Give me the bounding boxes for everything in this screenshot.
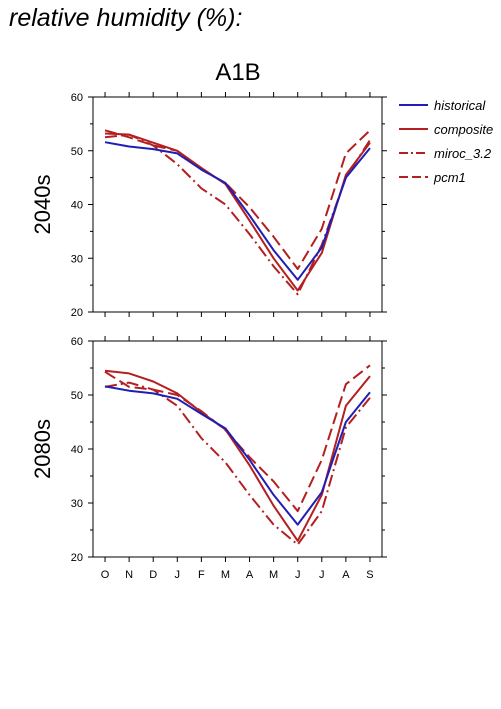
legend-label: historical (434, 98, 486, 113)
legend-label: composite (434, 122, 493, 137)
panel-label: 2080s (30, 419, 55, 479)
y-tick-label: 50 (71, 146, 83, 158)
panel-frame (92, 96, 383, 313)
y-tick-label: 20 (71, 307, 83, 319)
panel-2080s: 20 30 40 50 60 O N D J F M A M J J A S 2080s (30, 336, 387, 581)
x-tick-label: N (125, 569, 133, 581)
series-historical (104, 141, 371, 281)
x-tick-label: M (269, 569, 278, 581)
x-tick-label: J (295, 569, 301, 581)
y-tick-label: 40 (71, 444, 83, 456)
legend-label: miroc_3.2 (434, 146, 492, 161)
x-tick-label: F (198, 569, 205, 581)
x-tick-label: J (319, 569, 325, 581)
y-tick-label: 40 (71, 200, 83, 212)
y-tick-label: 60 (71, 92, 83, 104)
legend-label: pcm1 (433, 170, 466, 185)
x-tick-label: A (246, 569, 254, 581)
x-tick-label: O (101, 569, 110, 581)
legend-item: pcm1 (399, 170, 466, 185)
page-title: relative humidity (%): (9, 4, 243, 32)
series-composite (104, 132, 371, 292)
series-historical (104, 385, 371, 526)
panel-label: 2040s (30, 175, 55, 235)
x-tick-label: S (366, 569, 373, 581)
x-tick-label: A (342, 569, 350, 581)
series-miroc-3-2 (104, 381, 371, 546)
legend-item: historical (399, 98, 486, 113)
series-pcm1 (104, 364, 371, 513)
y-tick-label: 20 (71, 552, 83, 564)
y-tick-label: 30 (71, 498, 83, 510)
panels: 20 30 40 50 60 2040s 20 30 40 50 60 O N D J F M A M J J A S 208… (30, 92, 387, 581)
legend-item: miroc_3.2 (399, 146, 492, 161)
x-tick-label: M (221, 569, 230, 581)
series-composite (104, 369, 371, 542)
series-miroc-3-2 (104, 133, 371, 296)
y-tick-label: 30 (71, 253, 83, 265)
x-tick-label: J (175, 569, 181, 581)
y-tick-label: 50 (71, 390, 83, 402)
x-tick-label: D (149, 569, 157, 581)
panel-2040s: 20 30 40 50 60 2040s (30, 92, 387, 319)
legend: historical composite miroc_3.2 pcm1 (399, 98, 493, 185)
legend-item: composite (399, 122, 493, 137)
chart-title: A1B (215, 59, 260, 86)
y-tick-label: 60 (71, 336, 83, 348)
